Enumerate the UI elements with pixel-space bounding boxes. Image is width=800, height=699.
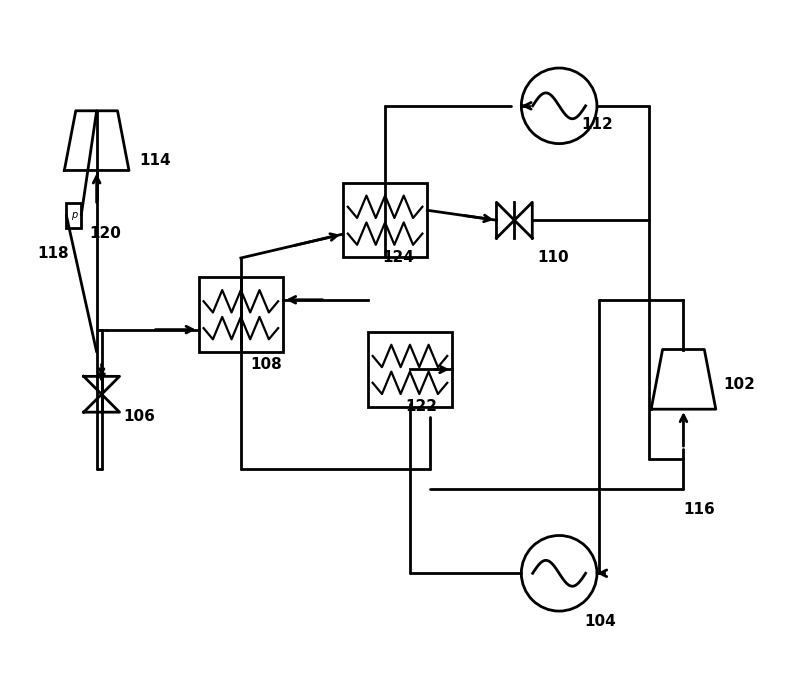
Text: 124: 124 xyxy=(382,250,414,265)
Text: p: p xyxy=(70,210,77,220)
Text: 114: 114 xyxy=(139,154,171,168)
Text: 116: 116 xyxy=(683,502,715,517)
Bar xyxy=(368,332,452,407)
Bar xyxy=(343,183,427,257)
Bar xyxy=(66,203,82,228)
Text: 106: 106 xyxy=(123,409,155,424)
Text: 120: 120 xyxy=(90,226,122,241)
Bar xyxy=(198,278,283,352)
Text: 118: 118 xyxy=(37,246,69,261)
Text: 110: 110 xyxy=(538,250,569,265)
Text: 112: 112 xyxy=(581,117,613,131)
Text: 122: 122 xyxy=(405,399,437,415)
Text: 102: 102 xyxy=(723,377,755,392)
Text: 104: 104 xyxy=(584,614,616,629)
Text: 108: 108 xyxy=(251,357,282,373)
